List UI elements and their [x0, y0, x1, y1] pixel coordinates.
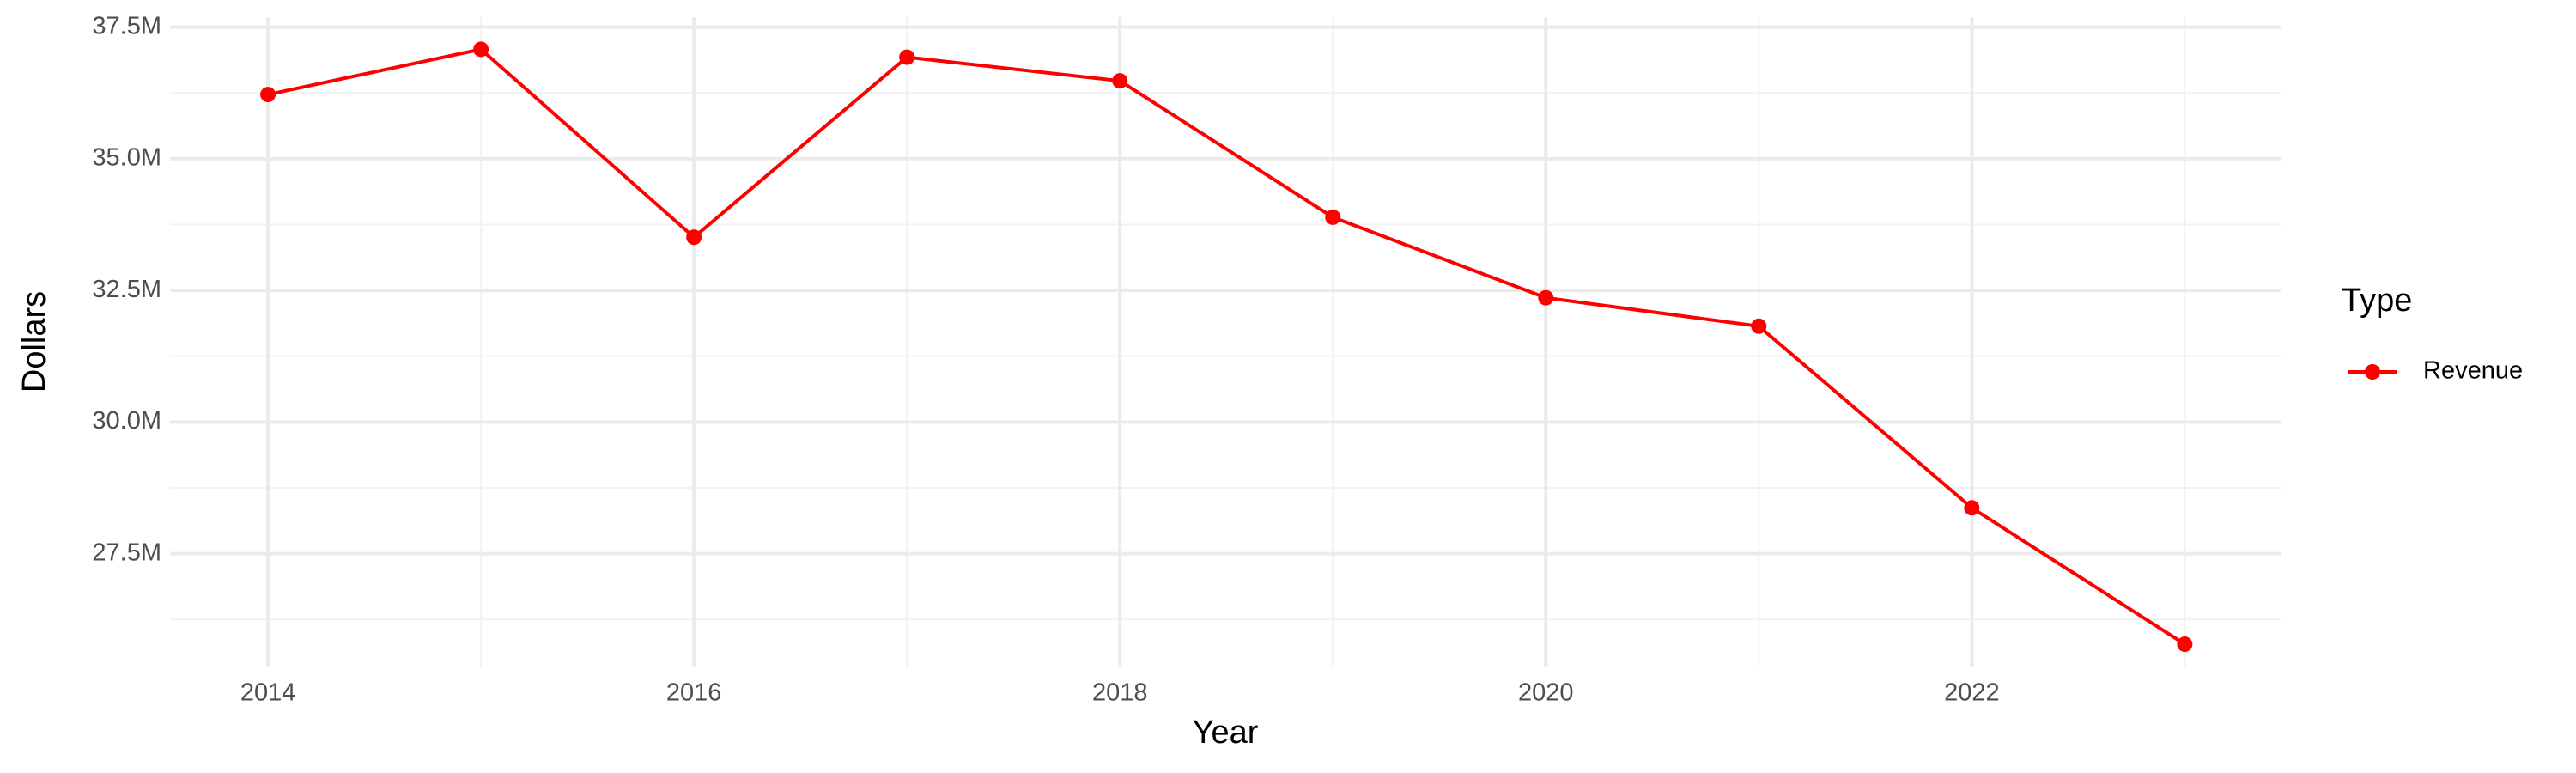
data-point — [2177, 636, 2193, 653]
data-point — [473, 41, 489, 58]
y-tick-label: 32.5M — [92, 276, 161, 303]
data-point — [1325, 209, 1341, 225]
data-point — [260, 87, 276, 103]
data-point — [1964, 500, 1980, 516]
data-point — [1751, 318, 1767, 334]
x-tick-label: 2022 — [1944, 679, 2000, 707]
x-tick-label: 2016 — [666, 679, 722, 707]
x-tick-label: 2014 — [240, 679, 296, 707]
data-point — [1538, 289, 1554, 306]
legend-key-point — [2365, 364, 2380, 380]
data-point — [899, 49, 915, 65]
x-tick-label: 2018 — [1092, 679, 1148, 707]
legend-title: Type — [2342, 283, 2412, 319]
data-point — [686, 229, 702, 246]
series-line — [267, 47, 2186, 646]
legend-label: Revenue — [2423, 357, 2523, 385]
y-tick-label: 30.0M — [92, 407, 161, 435]
y-tick-label: 35.0M — [92, 144, 161, 172]
y-tick-label: 37.5M — [92, 12, 161, 40]
major-grid — [170, 17, 2281, 667]
data-point — [1112, 73, 1128, 89]
minor-grid — [170, 17, 2281, 667]
y-axis-title: Dollars — [16, 291, 52, 393]
x-axis-title: Year — [1193, 715, 1259, 751]
y-tick-label: 27.5M — [92, 539, 161, 566]
plot-marks — [260, 41, 2193, 653]
x-tick-label: 2020 — [1518, 679, 1574, 707]
